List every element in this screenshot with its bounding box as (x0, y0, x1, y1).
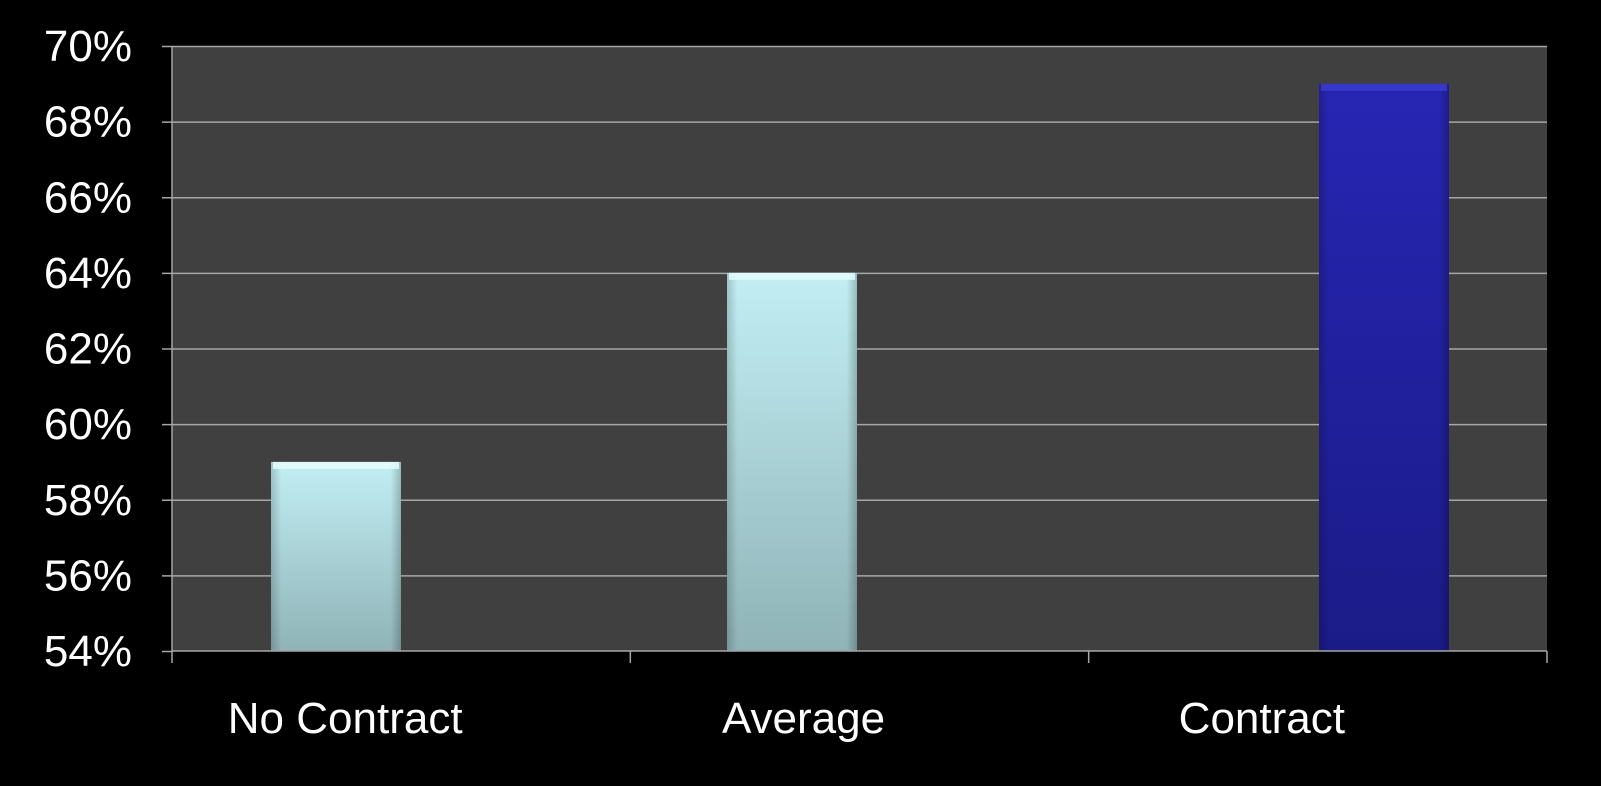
y-tick-label: 54% (44, 627, 132, 676)
y-tick-label: 62% (44, 325, 132, 374)
y-tick-label: 58% (44, 476, 132, 525)
bar-top-highlight (273, 462, 399, 469)
bar-bevel (727, 273, 857, 651)
bar-top-highlight (729, 273, 855, 280)
y-tick-label: 66% (44, 173, 132, 222)
bar-no-contract (271, 462, 401, 651)
bar-top-highlight (1321, 84, 1447, 91)
y-tick-label: 68% (44, 98, 132, 147)
y-tick-label: 64% (44, 249, 132, 298)
x-category-label: Average (722, 694, 885, 743)
y-tick-label: 70% (44, 22, 132, 71)
x-category-label: Contract (1179, 694, 1345, 743)
bar-bevel (1319, 84, 1449, 651)
y-tick-label: 56% (44, 551, 132, 600)
bar-bevel (271, 462, 401, 651)
bar-contract (1319, 84, 1449, 651)
bar-average (727, 273, 857, 651)
y-tick-label: 60% (44, 400, 132, 449)
y-tick-labels: 54% 56% 58% 60% 62% 64% 66% 68% 70% (44, 22, 132, 676)
x-category-label: No Contract (228, 694, 463, 743)
